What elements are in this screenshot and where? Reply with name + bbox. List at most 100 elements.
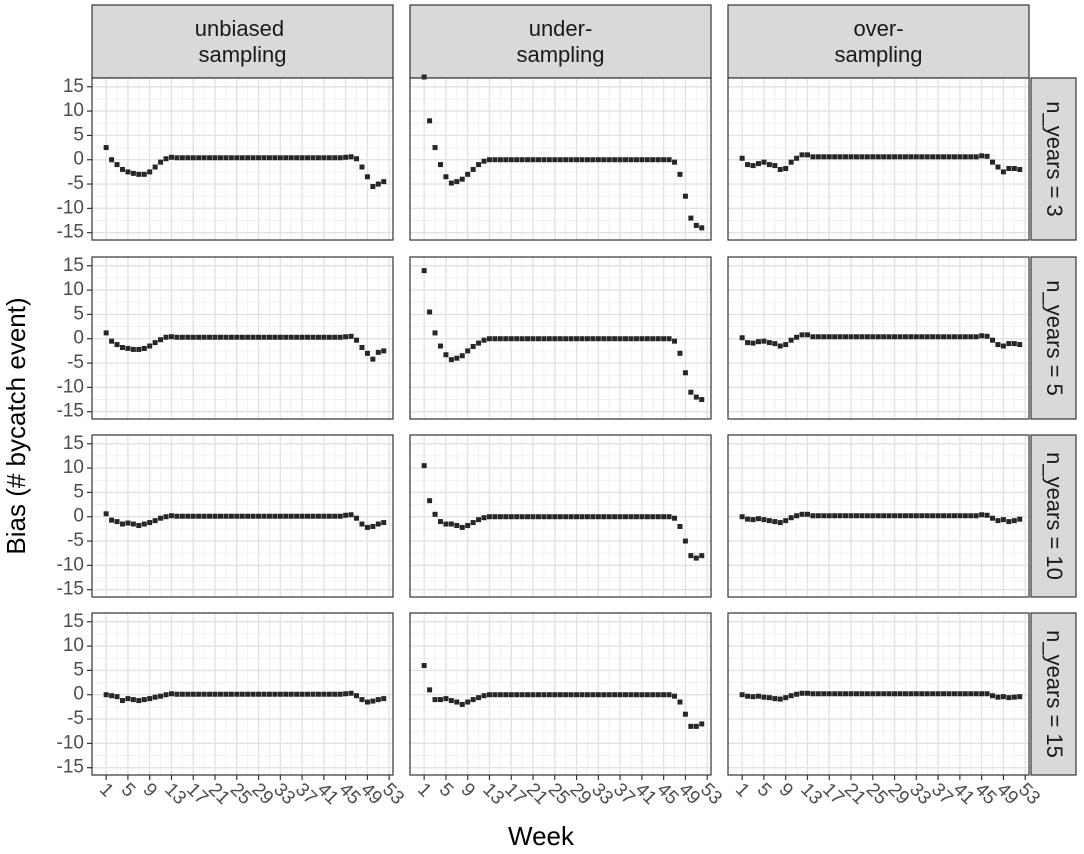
point bbox=[639, 336, 645, 342]
panel bbox=[91, 256, 394, 420]
panel-border bbox=[727, 612, 1030, 776]
point bbox=[250, 691, 256, 697]
point bbox=[579, 514, 585, 520]
point bbox=[1000, 517, 1006, 523]
x-tick-label: 9 bbox=[775, 779, 797, 801]
point bbox=[601, 514, 607, 520]
point bbox=[584, 336, 590, 342]
point bbox=[990, 159, 996, 165]
point bbox=[266, 155, 272, 161]
point bbox=[503, 157, 509, 163]
point bbox=[158, 693, 164, 699]
point bbox=[650, 514, 656, 520]
point bbox=[821, 513, 827, 519]
point bbox=[103, 511, 109, 517]
point bbox=[617, 336, 623, 342]
point bbox=[750, 340, 756, 346]
y-tick-label: -5 bbox=[67, 708, 84, 729]
point bbox=[234, 334, 240, 340]
column-strip-label: under-sampling bbox=[516, 16, 604, 67]
point bbox=[519, 692, 525, 698]
point bbox=[930, 154, 936, 160]
point bbox=[699, 721, 705, 727]
point bbox=[332, 334, 338, 340]
point bbox=[277, 691, 283, 697]
point bbox=[541, 157, 547, 163]
point bbox=[682, 711, 688, 717]
point bbox=[968, 154, 974, 160]
point bbox=[957, 334, 963, 340]
point bbox=[1011, 518, 1017, 524]
point bbox=[370, 698, 376, 704]
column-strip bbox=[727, 4, 1030, 79]
point bbox=[946, 691, 952, 697]
point bbox=[755, 516, 761, 522]
y-tick-label: -10 bbox=[57, 376, 84, 397]
point bbox=[623, 336, 629, 342]
point bbox=[1017, 694, 1023, 700]
point bbox=[886, 513, 892, 519]
point bbox=[941, 334, 947, 340]
panel bbox=[409, 74, 712, 241]
point bbox=[552, 157, 558, 163]
point bbox=[688, 389, 694, 395]
point bbox=[158, 337, 164, 343]
point bbox=[739, 335, 745, 341]
point bbox=[503, 336, 509, 342]
point bbox=[951, 334, 957, 340]
point bbox=[152, 164, 158, 170]
point bbox=[147, 169, 153, 175]
point bbox=[343, 154, 349, 160]
point bbox=[1017, 342, 1023, 348]
point bbox=[370, 523, 376, 529]
panel bbox=[91, 612, 394, 776]
x-tick-label: 9 bbox=[139, 779, 161, 801]
point bbox=[223, 334, 229, 340]
point bbox=[870, 513, 876, 519]
point bbox=[305, 513, 311, 519]
point bbox=[152, 694, 158, 700]
point bbox=[875, 154, 881, 160]
point bbox=[546, 692, 552, 698]
point bbox=[750, 694, 756, 700]
point bbox=[584, 514, 590, 520]
point bbox=[881, 334, 887, 340]
point bbox=[370, 356, 376, 362]
point bbox=[957, 513, 963, 519]
point bbox=[557, 514, 563, 520]
point bbox=[628, 514, 634, 520]
panel-border bbox=[409, 434, 712, 598]
point bbox=[617, 692, 623, 698]
point bbox=[772, 519, 778, 525]
point bbox=[359, 344, 365, 350]
point bbox=[902, 691, 908, 697]
row-strip-label: n_years = 3 bbox=[1042, 101, 1067, 217]
point bbox=[315, 691, 321, 697]
y-tick-label: -15 bbox=[57, 401, 84, 422]
point bbox=[168, 154, 174, 160]
point bbox=[1011, 341, 1017, 347]
point bbox=[661, 514, 667, 520]
point bbox=[315, 155, 321, 161]
point bbox=[968, 334, 974, 340]
point bbox=[617, 157, 623, 163]
point bbox=[766, 340, 772, 346]
point bbox=[628, 692, 634, 698]
point bbox=[359, 164, 365, 170]
point bbox=[794, 155, 800, 161]
point bbox=[503, 514, 509, 520]
point bbox=[130, 697, 136, 703]
point bbox=[595, 514, 601, 520]
point bbox=[190, 155, 196, 161]
point bbox=[810, 513, 816, 519]
point bbox=[283, 334, 289, 340]
x-tick-label: 9 bbox=[457, 779, 479, 801]
point bbox=[337, 334, 343, 340]
point bbox=[239, 155, 245, 161]
point bbox=[427, 498, 433, 504]
point bbox=[995, 518, 1001, 524]
point bbox=[837, 154, 843, 160]
point bbox=[141, 697, 147, 703]
point bbox=[168, 691, 174, 697]
point bbox=[348, 333, 354, 339]
